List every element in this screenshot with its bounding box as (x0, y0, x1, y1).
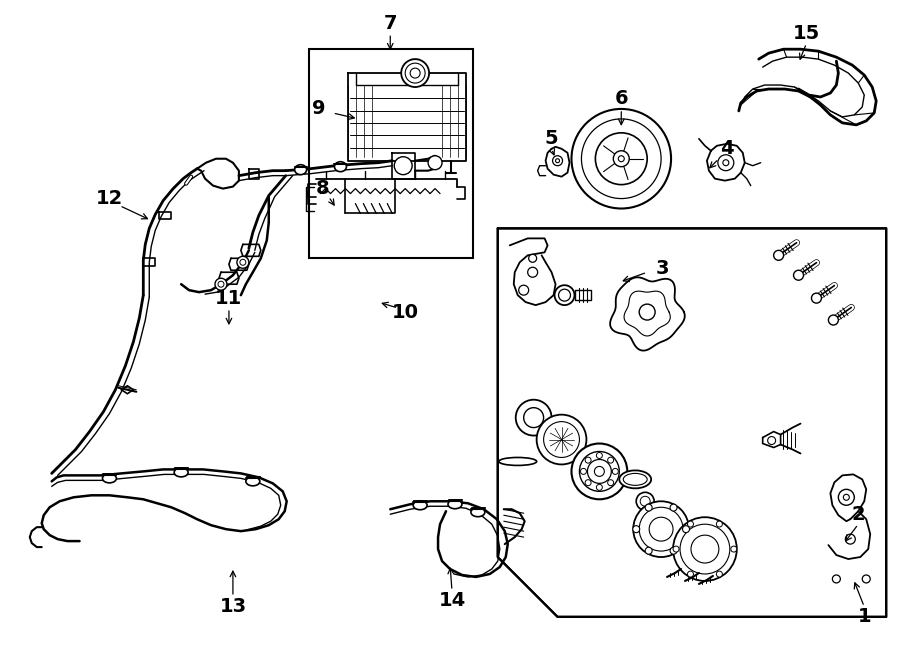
Text: 13: 13 (220, 598, 247, 616)
Ellipse shape (471, 508, 485, 517)
Text: 2: 2 (851, 505, 865, 524)
Circle shape (524, 408, 544, 428)
Ellipse shape (413, 501, 428, 510)
Bar (309, 49, 472, 258)
Ellipse shape (246, 477, 260, 486)
Circle shape (862, 575, 870, 583)
Circle shape (688, 521, 694, 527)
Circle shape (536, 414, 587, 465)
Circle shape (585, 480, 591, 486)
Ellipse shape (619, 471, 652, 488)
Circle shape (401, 59, 429, 87)
Circle shape (585, 457, 591, 463)
Circle shape (633, 525, 640, 533)
Circle shape (559, 289, 571, 301)
Circle shape (645, 504, 652, 511)
Circle shape (845, 534, 855, 544)
Circle shape (774, 251, 784, 260)
Circle shape (215, 278, 227, 290)
Circle shape (410, 68, 420, 78)
Circle shape (688, 571, 694, 577)
Circle shape (723, 160, 729, 166)
Circle shape (608, 480, 614, 486)
Circle shape (639, 507, 683, 551)
Circle shape (394, 157, 412, 175)
Ellipse shape (175, 468, 188, 477)
Circle shape (572, 444, 627, 499)
Circle shape (673, 517, 737, 581)
Circle shape (240, 259, 246, 265)
Ellipse shape (294, 165, 307, 175)
Circle shape (768, 436, 776, 444)
Circle shape (634, 501, 689, 557)
Circle shape (528, 254, 536, 262)
Circle shape (608, 457, 614, 463)
Circle shape (588, 459, 611, 483)
Circle shape (670, 504, 677, 511)
Text: 14: 14 (438, 592, 465, 610)
Text: 4: 4 (720, 139, 733, 158)
Circle shape (613, 151, 629, 167)
Polygon shape (498, 229, 886, 617)
Circle shape (597, 453, 602, 459)
Circle shape (716, 571, 723, 577)
Circle shape (554, 285, 574, 305)
Circle shape (553, 156, 562, 166)
Circle shape (731, 546, 737, 552)
Text: 5: 5 (544, 130, 558, 148)
Circle shape (597, 485, 602, 490)
Circle shape (673, 546, 679, 552)
Circle shape (636, 492, 654, 510)
Circle shape (218, 281, 224, 287)
Circle shape (843, 494, 850, 500)
Circle shape (580, 469, 587, 475)
Circle shape (640, 496, 650, 506)
Circle shape (405, 63, 425, 83)
Circle shape (516, 400, 552, 436)
Circle shape (680, 524, 730, 574)
Text: 3: 3 (655, 258, 669, 278)
Circle shape (718, 155, 734, 171)
Ellipse shape (448, 500, 462, 509)
Circle shape (612, 469, 618, 475)
Circle shape (527, 267, 537, 277)
Text: 11: 11 (215, 289, 243, 307)
Circle shape (618, 156, 625, 162)
Circle shape (828, 315, 839, 325)
Ellipse shape (499, 457, 536, 465)
Circle shape (832, 575, 841, 583)
Circle shape (594, 467, 604, 477)
Circle shape (812, 293, 822, 303)
Circle shape (237, 256, 248, 268)
Circle shape (544, 422, 580, 457)
Text: 15: 15 (793, 24, 820, 43)
Ellipse shape (103, 474, 116, 483)
Text: 7: 7 (383, 14, 397, 33)
Text: 12: 12 (95, 189, 123, 208)
Text: 1: 1 (858, 607, 871, 626)
Text: 9: 9 (311, 99, 325, 118)
Circle shape (555, 159, 560, 163)
Text: 10: 10 (392, 303, 418, 322)
Circle shape (691, 535, 719, 563)
Circle shape (794, 270, 804, 280)
Text: 8: 8 (316, 179, 329, 198)
Circle shape (581, 119, 662, 198)
Circle shape (596, 133, 647, 184)
Circle shape (682, 525, 689, 533)
Circle shape (580, 451, 619, 491)
Circle shape (572, 109, 671, 208)
Text: 6: 6 (615, 89, 628, 108)
Ellipse shape (335, 162, 346, 172)
Circle shape (649, 517, 673, 541)
Circle shape (645, 547, 652, 554)
Circle shape (518, 285, 528, 295)
Circle shape (428, 156, 442, 170)
Circle shape (639, 304, 655, 320)
Circle shape (839, 489, 854, 505)
Ellipse shape (624, 473, 647, 485)
Circle shape (716, 521, 723, 527)
Circle shape (670, 547, 677, 554)
